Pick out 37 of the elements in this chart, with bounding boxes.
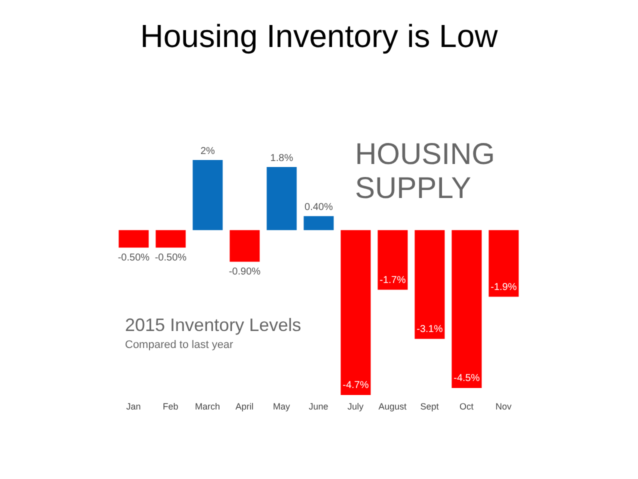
x-tick-label: March — [194, 401, 220, 412]
chart-title: Housing Inventory is Low — [139, 18, 499, 55]
bar — [452, 230, 482, 388]
bar — [304, 216, 334, 230]
x-tick-label: Jan — [126, 401, 141, 412]
annotation: HOUSING SUPPLY — [355, 138, 496, 206]
x-tick-label: August — [378, 401, 408, 412]
x-tick-label: July — [347, 401, 364, 412]
bar — [414, 230, 445, 339]
bar — [378, 230, 408, 290]
bar — [488, 230, 519, 297]
bar — [118, 230, 149, 248]
data-label: 2% — [200, 146, 216, 157]
data-label: -4.7% — [342, 380, 369, 391]
data-label: -0.50% — [118, 252, 150, 264]
x-tick-label: Nov — [495, 401, 512, 412]
data-label: -1.7% — [380, 274, 406, 286]
data-label: 0.40% — [304, 202, 333, 214]
data-label: -4.5% — [454, 372, 480, 384]
data-label: -0.90% — [228, 266, 261, 278]
bar — [230, 230, 260, 262]
x-tick-label: Feb — [162, 401, 178, 412]
x-tick-label: Sept — [420, 401, 440, 412]
x-tick-label: Oct — [459, 401, 474, 412]
x-tick-label: April — [235, 401, 254, 412]
x-tick-label: June — [308, 401, 328, 412]
bar — [192, 160, 223, 230]
bar — [340, 230, 371, 395]
annotation: Compared to last year — [125, 339, 234, 351]
data-label: -0.50% — [154, 252, 187, 264]
bar — [266, 167, 297, 230]
annotation: 2015 Inventory Levels — [125, 315, 302, 336]
data-label: 1.8% — [270, 153, 294, 164]
bar — [156, 230, 186, 248]
data-label: -3.1% — [416, 324, 443, 335]
data-label: -1.9% — [490, 282, 517, 293]
x-tick-label: May — [272, 401, 290, 412]
